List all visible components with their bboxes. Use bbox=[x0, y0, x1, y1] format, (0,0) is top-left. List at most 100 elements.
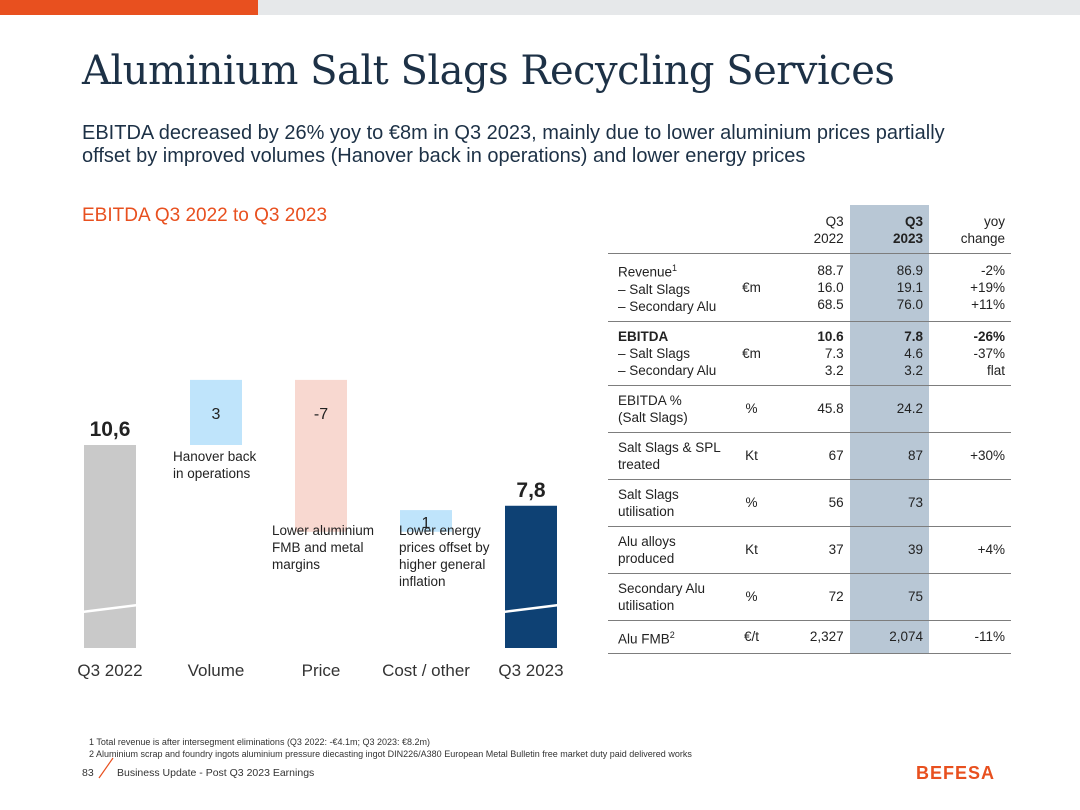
kpi-row: Revenue1 – Salt Slags – Secondary Alu €m 8… bbox=[608, 253, 1011, 321]
page-subtitle: EBITDA decreased by 26% yoy to €8m in Q3… bbox=[82, 122, 945, 167]
kpi-q3-2022: 88.7 16.0 68.5 bbox=[772, 253, 850, 321]
kpi-metric-label: EBITDA % (Salt Slags) bbox=[618, 392, 688, 425]
kpi-header-row: Q3 2022 Q3 2023 yoy change bbox=[608, 205, 1011, 254]
kpi-row: Alu alloys produced Kt 37 39 +4% bbox=[608, 525, 1011, 573]
kpi-q3-2022: 56 bbox=[772, 478, 850, 526]
kpi-unit: €m bbox=[736, 320, 773, 385]
kpi-row: Secondary Alu utilisation% 72 75 bbox=[608, 572, 1011, 620]
kpi-metric-label: Secondary Alu utilisation bbox=[618, 580, 706, 613]
data-label-1: 3 bbox=[212, 406, 221, 423]
kpi-yoy: -2% +19% +11% bbox=[929, 253, 1011, 321]
kpi-metric: Alu FMB2 bbox=[608, 619, 737, 654]
annotation-volume: Hanover back in operations bbox=[173, 449, 257, 481]
kpi-q3-2023: 75 bbox=[849, 572, 930, 620]
axis-break-mark bbox=[502, 603, 560, 614]
kpi-metric: Revenue1 – Salt Slags – Secondary Alu bbox=[608, 253, 737, 321]
kpi-metric-label: Revenue bbox=[618, 264, 673, 280]
kpi-metric: Salt Slags utilisation bbox=[608, 478, 737, 526]
kpi-q3-2023: 39 bbox=[849, 525, 930, 573]
category-label-3: Cost / other bbox=[382, 661, 470, 680]
kpi-unit: % bbox=[736, 572, 773, 620]
kpi-q3-2023: 87 bbox=[849, 431, 930, 479]
kpi-q3-2022: 45.8 bbox=[772, 384, 850, 432]
kpi-q3-2022: 37 bbox=[772, 525, 850, 573]
bar-q3-2022 bbox=[84, 445, 136, 648]
bar-price bbox=[295, 379, 347, 532]
kpi-q3-2023: 86.9 19.1 76.0 bbox=[849, 253, 930, 321]
footnote-marker: 2 bbox=[669, 629, 675, 640]
kpi-unit: Kt bbox=[736, 431, 773, 479]
footnote-marker: 1 bbox=[672, 263, 678, 273]
kpi-yoy bbox=[929, 384, 1011, 432]
kpi-row: Salt Slags & SPL treated Kt 67 87 +30% bbox=[608, 431, 1011, 479]
annotation-price: Lower aluminium FMB and metal margins bbox=[272, 523, 375, 572]
kpi-q3-2023: 2,074 bbox=[849, 619, 930, 654]
kpi-metric-label: Salt Slags utilisation bbox=[618, 486, 679, 519]
kpi-metric-label: Salt Slags & SPL treated bbox=[618, 439, 721, 472]
kpi-metric-label: EBITDA bbox=[618, 328, 669, 344]
befesa-logo: BEFESA bbox=[916, 763, 996, 783]
footer-text: Business Update - Post Q3 2023 Earnings bbox=[117, 767, 315, 779]
top-bar bbox=[258, 0, 1080, 15]
kpi-q3-2022: 10.6 7.3 3.2 bbox=[772, 320, 850, 385]
footnote-1: 1 Total revenue is after intersegment el… bbox=[89, 737, 431, 747]
kpi-q3-2023: 7.8 4.6 3.2 bbox=[849, 320, 930, 385]
kpi-metric-sub: – Salt Slags – Secondary Alu bbox=[618, 345, 717, 378]
kpi-header-unit bbox=[737, 205, 772, 254]
kpi-q3-2023: 24.2 bbox=[849, 384, 930, 432]
kpi-row: EBITDA % (Salt Slags)% 45.8 24.2 bbox=[608, 384, 1011, 432]
category-label-1: Volume bbox=[188, 661, 245, 680]
page-number: 83 bbox=[82, 767, 94, 779]
kpi-unit: Kt bbox=[736, 525, 773, 573]
bar-cost-other bbox=[400, 510, 452, 532]
kpi-q3-2023: 73 bbox=[849, 478, 930, 526]
kpi-metric: Alu alloys produced bbox=[608, 525, 737, 573]
kpi-yoy bbox=[929, 478, 1011, 526]
kpi-q3-2022: 72 bbox=[772, 572, 850, 620]
data-label-3: 1 bbox=[422, 515, 431, 532]
data-label-2: -7 bbox=[314, 406, 328, 423]
bar-q3-2023 bbox=[505, 505, 557, 648]
kpi-metric: EBITDA – Salt Slags – Secondary Alu bbox=[608, 320, 737, 385]
annotation-cost: Lower energy prices offset by higher gen… bbox=[399, 523, 490, 589]
kpi-yoy: +30% bbox=[929, 431, 1011, 479]
footer-slash-icon bbox=[98, 757, 114, 779]
category-label-0: Q3 2022 bbox=[77, 661, 142, 680]
bar-volume bbox=[190, 379, 242, 445]
kpi-header-q3-2023: Q3 2023 bbox=[849, 205, 930, 254]
kpi-q3-2022: 2,327 bbox=[772, 619, 850, 654]
footnote-2: 2 Aluminium scrap and foundry ingots alu… bbox=[89, 749, 692, 759]
kpi-metric-label: Alu alloys produced bbox=[618, 533, 676, 566]
kpi-metric-label: Alu FMB bbox=[618, 631, 670, 646]
kpi-yoy bbox=[929, 572, 1011, 620]
kpi-row: Salt Slags utilisation% 56 73 bbox=[608, 478, 1011, 526]
kpi-header-yoy: yoy change bbox=[960, 214, 1005, 246]
footnotes: 1 Total revenue is after intersegment el… bbox=[89, 736, 692, 760]
kpi-yoy: -26% -37% flat bbox=[929, 320, 1011, 385]
kpi-metric: Secondary Alu utilisation bbox=[608, 572, 737, 620]
kpi-row: EBITDA – Salt Slags – Secondary Alu €m 10.… bbox=[608, 320, 1011, 385]
kpi-row: Alu FMB2 €/t 2,327 2,074 -11% bbox=[608, 619, 1011, 654]
kpi-unit: % bbox=[736, 384, 773, 432]
chart-section-title: EBITDA Q3 2022 to Q3 2023 bbox=[82, 205, 328, 226]
category-label-2: Price bbox=[302, 661, 341, 680]
kpi-unit: €m bbox=[736, 253, 773, 321]
data-label-0: 10,6 bbox=[90, 418, 131, 441]
top-accent-bar bbox=[0, 0, 258, 15]
kpi-metric: EBITDA % (Salt Slags) bbox=[608, 384, 737, 432]
kpi-table: Q3 2022 Q3 2023 yoy change Revenue1 – Sa… bbox=[608, 205, 1011, 654]
axis-break-mark bbox=[81, 603, 139, 614]
kpi-header-metric bbox=[608, 205, 737, 254]
kpi-yoy: +4% bbox=[929, 525, 1011, 573]
kpi-unit: €/t bbox=[736, 619, 773, 654]
kpi-q3-2022: 67 bbox=[772, 431, 850, 479]
kpi-header-q3-2022: Q3 2022 bbox=[813, 214, 844, 246]
kpi-yoy: -11% bbox=[929, 619, 1011, 654]
ebitda-waterfall-chart: 10,6 Q3 2022 3 Volume -7 Price 1 Cost / other 7,… bbox=[77, 379, 564, 680]
page-title: Aluminium Salt Slags Recycling Services bbox=[82, 48, 895, 94]
kpi-metric-sub: – Salt Slags – Secondary Alu bbox=[618, 281, 717, 314]
kpi-unit: % bbox=[736, 478, 773, 526]
category-label-4: Q3 2023 bbox=[498, 661, 563, 680]
kpi-metric: Salt Slags & SPL treated bbox=[608, 431, 737, 479]
data-label-4: 7,8 bbox=[516, 479, 546, 502]
